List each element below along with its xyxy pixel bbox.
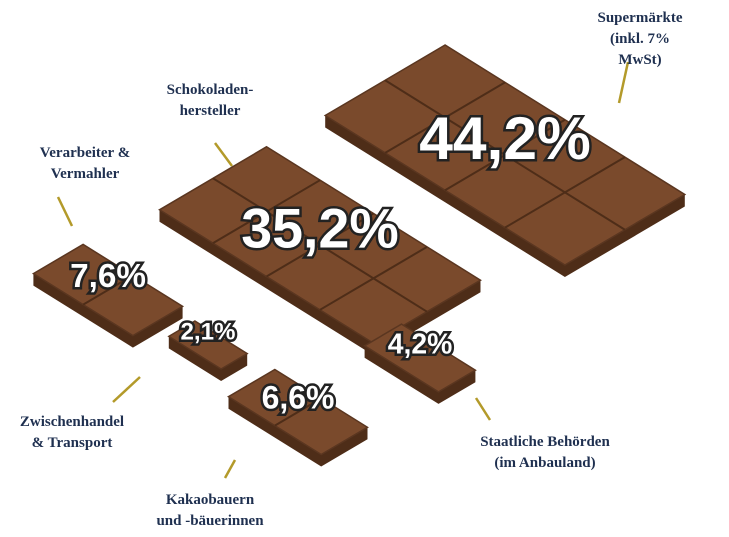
leader-line — [113, 377, 140, 402]
category-label: Supermärkte (inkl. 7% MwSt) — [596, 8, 685, 71]
category-label: Kakaobauern und -bäuerinnen — [156, 490, 263, 532]
category-label: Staatliche Behörden (im Anbauland) — [480, 432, 610, 474]
category-label: Zwischenhandel & Transport — [20, 412, 124, 454]
infographic: 44,2% 35,2% 7,6% 2,1% 6,6% 4,2% Supermärkte (… — [0, 0, 729, 537]
value-label: 35,2% — [241, 198, 398, 260]
category-label: Schokoladen- hersteller — [167, 80, 254, 122]
value-label: 7,6% — [70, 258, 146, 295]
value-label: 4,2% — [388, 328, 453, 360]
leader-line — [476, 398, 490, 420]
value-label: 6,6% — [262, 379, 335, 415]
chart: 44,2% 35,2% 7,6% 2,1% 6,6% 4,2% — [0, 0, 729, 537]
value-label: 2,1% — [181, 318, 236, 345]
leader-line — [225, 460, 235, 478]
leader-line — [215, 143, 232, 166]
value-label: 44,2% — [419, 104, 591, 172]
category-label: Verarbeiter & Vermahler — [40, 143, 130, 185]
leader-line — [58, 197, 72, 226]
